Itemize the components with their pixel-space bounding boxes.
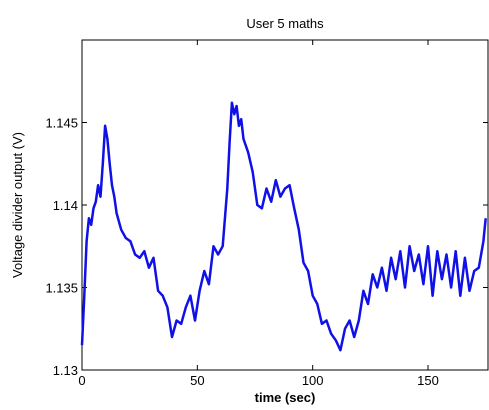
plot-frame	[81, 39, 489, 371]
y-tick-label: 1.13	[53, 363, 78, 378]
x-axis-label: time (sec)	[255, 390, 316, 405]
y-tick-label: 1.145	[45, 116, 78, 131]
y-tick-label: 1.135	[45, 281, 78, 296]
y-axis-ticks: 1.13 1.135 1.14 1.145	[45, 116, 488, 378]
y-axis-label: Voltage divider output (V)	[10, 132, 25, 278]
series-line	[80, 101, 487, 352]
x-axis-ticks: 0 50 100 150	[78, 40, 439, 388]
y-tick-label: 1.14	[53, 198, 78, 213]
x-tick-label: 150	[417, 373, 439, 388]
x-tick-label: 50	[190, 373, 204, 388]
x-tick-label: 100	[302, 373, 324, 388]
chart-title: User 5 maths	[246, 16, 324, 31]
x-tick-label: 0	[78, 373, 85, 388]
